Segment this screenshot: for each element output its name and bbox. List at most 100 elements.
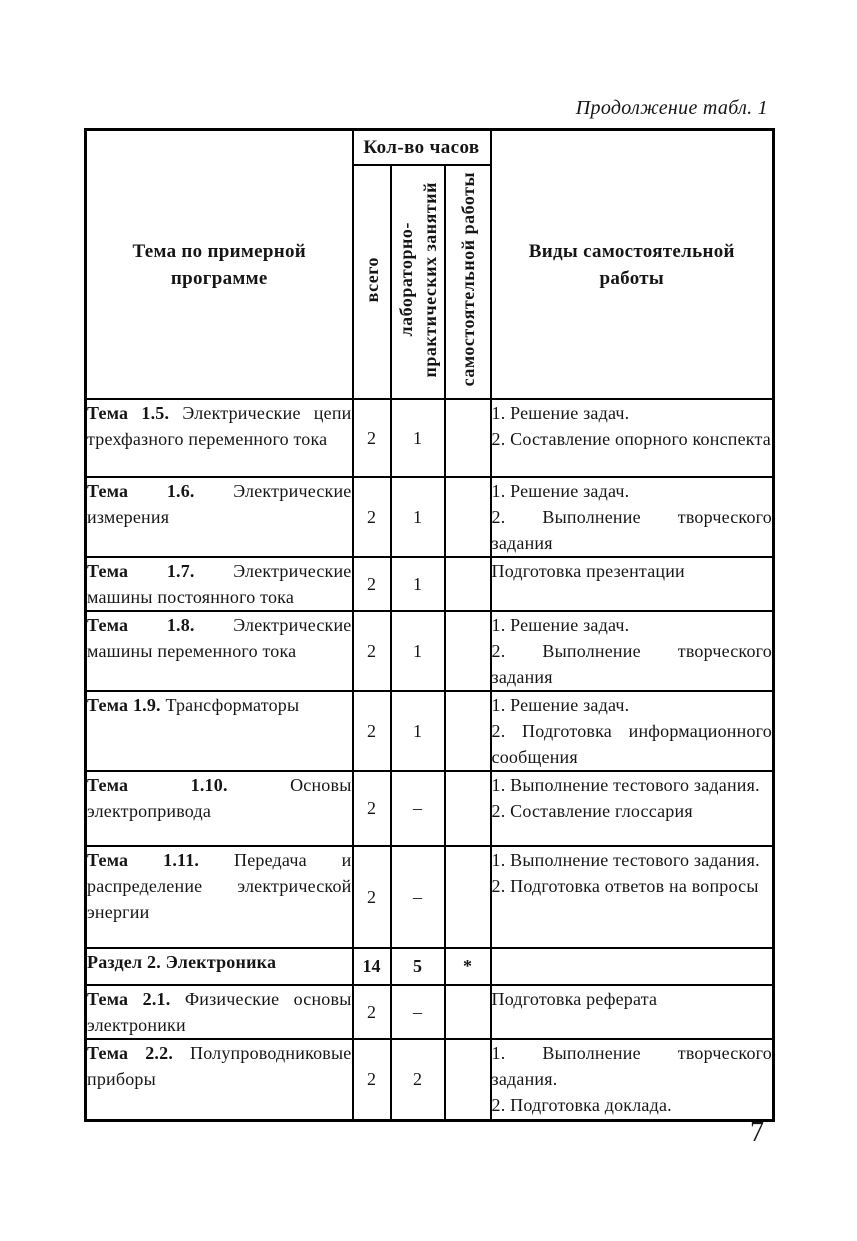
task-item: 2. Выполнение творческого задания [491,507,773,553]
header-label-self: самостоятельной работы [457,172,478,387]
tasks-cell: 1. Выполнение тестового задания. 2. Сост… [489,770,775,847]
topic-number: Тема 1.10. [87,775,291,795]
tasks-cell: Подготовка презентации [489,556,775,612]
tasks-cell: Подготовка реферата [489,984,775,1040]
task-item: 2. Выполнение творческого задания [491,641,773,687]
topic-cell: Тема 2.2. Полупроводниковые приборы [84,1038,354,1121]
topic-number: Тема 2.1. [87,989,185,1009]
total-hours-cell: 2 [351,610,392,692]
self-hours-cell [443,984,492,1040]
lab-hours-cell: 1 [389,610,446,692]
table-row: Тема 2.2. Полупроводниковые приборы 2 2 … [84,1038,775,1121]
topic-number: Тема 1.5. [87,403,183,423]
total-hours-cell: 2 [351,845,392,949]
header-cell-self: самостоятельной работы [443,164,492,400]
header-cell-total: всего [351,164,392,400]
self-hours-cell [443,476,492,558]
topic-number: Раздел 2. Электроника [87,952,277,972]
total-hours-cell: 2 [351,690,392,772]
self-hours-cell [443,1038,492,1121]
topic-cell: Тема 1.8. Электрические машины переменно… [84,610,354,692]
topic-cell: Раздел 2. Электроника [84,947,354,986]
total-hours-cell: 14 [351,947,392,986]
lab-hours-cell: 5 [389,947,446,986]
continuation-note: Продолжение табл. 1 [575,97,768,119]
self-hours-cell [443,556,492,612]
self-hours-cell [443,690,492,772]
header-hours-group: Кол-во часов [351,128,492,166]
topic-number: Тема 1.7. [87,561,234,581]
task-item: 1. Решение задач. [491,695,630,715]
table-row: Тема 1.8. Электрические машины переменно… [84,610,775,692]
topic-number: Тема 2.2. [87,1043,191,1063]
task-item: 2. Подготовка ответов на вопросы [491,876,759,896]
total-hours-cell: 2 [351,770,392,847]
table-row: Тема 1.6. Электрические измерения 2 1 1.… [84,476,775,558]
topic-cell: Тема 2.1. Физические основы электроники [84,984,354,1040]
self-hours-cell [443,398,492,478]
topic-text: Трансформаторы [165,695,300,715]
tasks-cell: 1. Решение задач. 2. Выполнение творческ… [489,476,775,558]
self-hours-cell [443,845,492,949]
table-row: Тема 1.5. Электрические цепи трехфазного… [84,398,775,478]
header-label-lab: лабораторно- практических занятий [395,181,440,378]
topic-text: Передача и распределение электрической э… [87,850,352,922]
hours-table: Тема по примерной программе Кол-во часов… [84,128,776,1122]
lab-hours-cell: 1 [389,476,446,558]
lab-hours-cell: – [389,770,446,847]
topic-cell: Тема 1.11. Передача и распределение элек… [84,845,354,949]
header-cell-lab: лабораторно- практических занятий [389,164,446,400]
table-row: Тема 2.1. Физические основы электроники … [84,984,775,1040]
lab-hours-cell: 1 [389,690,446,772]
topic-number: Тема 1.6. [87,481,234,501]
task-item: 2. Подготовка доклада. [491,1095,672,1115]
topic-cell: Тема 1.7. Электрические машины постоянно… [84,556,354,612]
task-item: 2. Составление глоссария [491,801,693,821]
total-hours-cell: 2 [351,984,392,1040]
topic-text: Физические основы электроники [87,989,352,1035]
lab-hours-cell: 2 [389,1038,446,1121]
topic-text: Электрические машины переменного тока [87,615,352,661]
tasks-cell: 1. Решение задач. 2. Выполнение творческ… [489,610,775,692]
topic-text: Основы электропривода [87,775,352,821]
tasks-cell: 1. Выполнение тестового задания. 2. Подг… [489,845,775,949]
lab-hours-cell: 1 [389,398,446,478]
task-item: Подготовка реферата [491,989,658,1009]
self-hours-cell: * [443,947,492,986]
table-row: Тема 1.7. Электрические машины постоянно… [84,556,775,612]
tasks-cell: 1. Решение задач. 2. Составление опорног… [489,398,775,478]
task-item: Подготовка презентации [491,561,685,581]
tasks-cell [489,947,775,986]
topic-cell: Тема 1.5. Электрические цепи трехфазного… [84,398,354,478]
task-item: 1. Выполнение творческого задания. [491,1043,773,1089]
topic-cell: Тема 1.6. Электрические измерения [84,476,354,558]
task-item: 1. Решение задач. [491,481,630,501]
total-hours-cell: 2 [351,476,392,558]
task-item: 1. Выполнение тестового задания. [491,850,760,870]
topic-text: Полупроводниковые приборы [87,1043,352,1089]
tasks-cell: 1. Решение задач. 2. Подготовка информац… [489,690,775,772]
tasks-cell: 1. Выполнение творческого задания. 2. По… [489,1038,775,1121]
task-item: 1. Выполнение тестового задания. [491,775,760,795]
topic-cell: Тема 1.9. Трансформаторы [84,690,354,772]
page-number: 7 [750,1117,764,1148]
header-row-group: Тема по примерной программе Кол-во часов… [84,128,775,400]
section-row: Раздел 2. Электроника 14 5 * [84,947,775,986]
total-hours-cell: 2 [351,398,392,478]
table-row: Тема 1.9. Трансформаторы 2 1 1. Решение … [84,690,775,772]
header-row-subcolumns: всего лабораторно- практических занятий … [86,164,774,400]
topic-number: Тема 1.11. [87,850,234,870]
lab-hours-cell: 1 [389,556,446,612]
topic-number: Тема 1.8. [87,615,234,635]
header-label-total: всего [361,256,382,303]
topic-number: Тема 1.9. [87,695,166,715]
table-row: Тема 1.11. Передача и распределение элек… [84,845,775,949]
task-item: 2. Подготовка информационного сообщения [491,721,773,767]
header-topic: Тема по примерной программе [84,128,354,400]
topic-text: Электрические измерения [87,481,352,527]
header-types: Виды самостоятельной работы [489,128,775,400]
lab-hours-cell: – [389,984,446,1040]
task-item: 1. Решение задач. [491,403,630,423]
self-hours-cell [443,610,492,692]
